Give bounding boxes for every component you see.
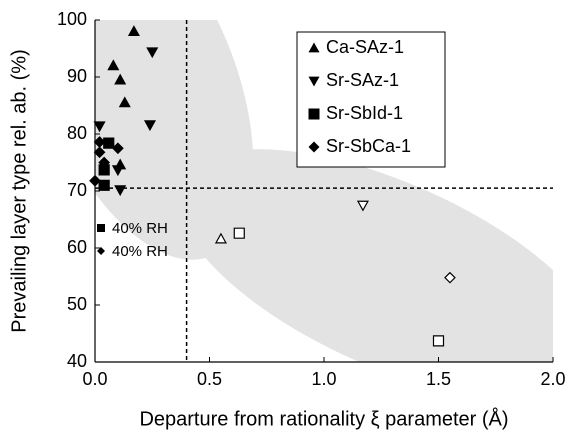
y-tick-label: 50 bbox=[67, 294, 87, 314]
legend-label: Sr-SbCa-1 bbox=[326, 136, 411, 156]
legend-label: Sr-SbId-1 bbox=[326, 103, 403, 123]
annotation: 40% RH bbox=[112, 243, 168, 260]
point bbox=[98, 179, 110, 191]
point bbox=[127, 25, 140, 36]
point bbox=[356, 200, 369, 212]
point bbox=[233, 227, 245, 239]
x-tick-label: 1.5 bbox=[426, 369, 451, 389]
y-tick-label: 70 bbox=[67, 180, 87, 200]
y-axis-label: Prevailing layer type rel. ab. (%) bbox=[8, 49, 30, 332]
x-axis-label: Departure from rationality ξ parameter (… bbox=[139, 407, 508, 430]
point bbox=[214, 232, 227, 244]
annotation: 40% RH bbox=[112, 220, 168, 237]
point bbox=[146, 47, 159, 59]
x-tick-label: 2.0 bbox=[540, 369, 565, 389]
y-tick-label: 80 bbox=[67, 123, 87, 143]
point bbox=[93, 121, 106, 133]
point bbox=[103, 137, 115, 149]
legend-box bbox=[296, 31, 446, 168]
point bbox=[93, 146, 106, 159]
legend-marker bbox=[308, 141, 320, 153]
point bbox=[89, 174, 101, 187]
y-tick-label: 100 bbox=[57, 9, 87, 29]
legend-label: Sr-SAz-1 bbox=[326, 70, 399, 90]
legend-marker bbox=[308, 42, 320, 53]
point bbox=[98, 156, 111, 169]
y-tick-label: 90 bbox=[67, 66, 87, 86]
x-tick-label: 1.0 bbox=[311, 369, 336, 389]
y-tick-label: 60 bbox=[67, 237, 87, 257]
point bbox=[107, 59, 120, 71]
annotation-marker bbox=[97, 247, 105, 255]
x-tick-label: 0.0 bbox=[82, 369, 107, 389]
annotation-marker bbox=[97, 224, 105, 232]
point bbox=[111, 165, 124, 177]
point bbox=[118, 96, 131, 108]
point bbox=[114, 73, 127, 85]
point bbox=[112, 142, 124, 155]
legend-marker bbox=[308, 108, 320, 120]
y-tick-label: 40 bbox=[67, 351, 87, 371]
legend-marker bbox=[308, 76, 320, 87]
point bbox=[444, 271, 456, 284]
point bbox=[114, 185, 127, 197]
x-tick-label: 0.5 bbox=[197, 369, 222, 389]
legend-label: Ca-SAz-1 bbox=[326, 37, 404, 57]
region bbox=[176, 149, 553, 362]
point bbox=[143, 120, 156, 132]
point bbox=[432, 335, 445, 347]
